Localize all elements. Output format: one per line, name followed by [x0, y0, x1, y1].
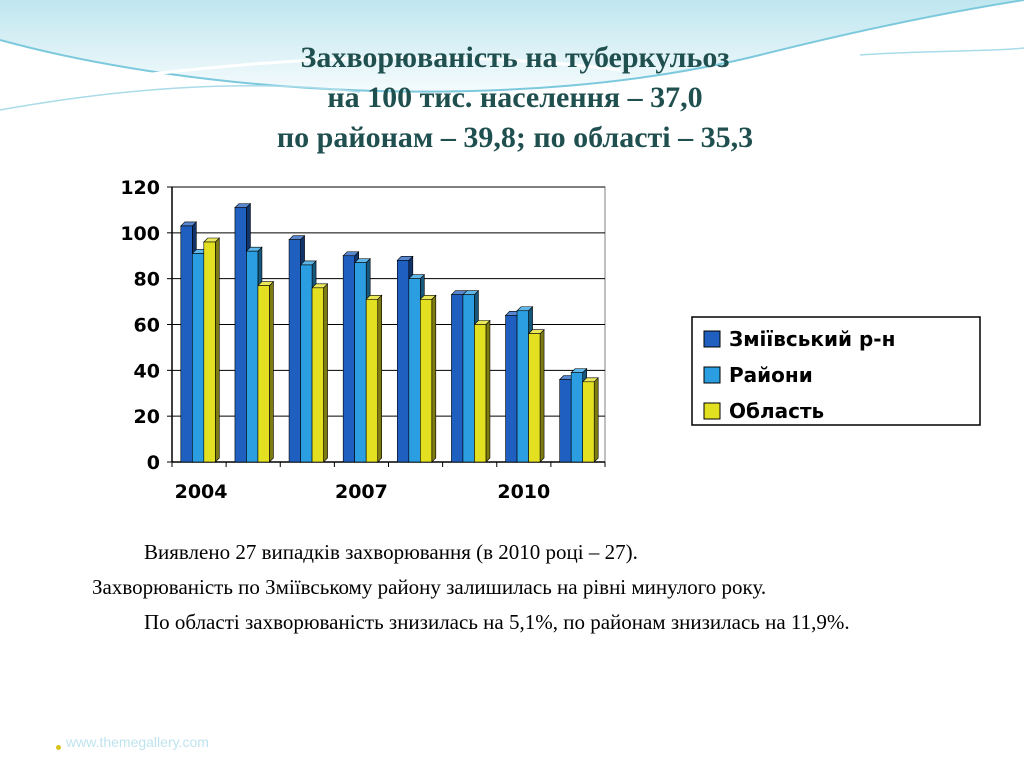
- bar: [527, 328, 545, 463]
- bar-side: [431, 294, 437, 463]
- title-line: Захворюваність на туберкульоз: [300, 41, 730, 74]
- y-tick-label: 100: [120, 223, 160, 245]
- slide-title: Захворюваність на туберкульоз на 100 тис…: [150, 38, 880, 158]
- legend-label: Райони: [729, 363, 813, 387]
- bar-front: [354, 262, 367, 463]
- bar-front: [300, 264, 313, 463]
- bar: [203, 237, 221, 463]
- bullet-icon: [56, 745, 61, 750]
- legend-swatch: [703, 366, 721, 384]
- legend-swatch: [703, 402, 721, 420]
- bar-front: [234, 207, 247, 463]
- bar-side: [215, 237, 220, 463]
- x-tick-label: 2010: [497, 481, 550, 503]
- bar-front: [192, 253, 205, 463]
- bar: [419, 294, 437, 463]
- bar: [473, 319, 491, 463]
- legend-swatch: [703, 330, 721, 348]
- bar-front: [505, 315, 518, 463]
- bar-front: [180, 225, 193, 463]
- bar-chart: 0 20 40 60 80 100 120 2004 2007 2010 Зміївський р-…: [120, 177, 981, 503]
- y-tick-label: 40: [134, 360, 160, 382]
- bar: [365, 294, 383, 463]
- footer: www.themegallery.com: [46, 722, 286, 758]
- y-tick-label: 120: [120, 177, 160, 199]
- bar-front: [288, 239, 301, 463]
- bar-side: [539, 328, 545, 463]
- legend: [691, 316, 981, 426]
- bar-front: [451, 294, 464, 463]
- y-tick-label: 0: [147, 452, 160, 474]
- bar-side: [269, 280, 274, 463]
- bar-front: [516, 310, 529, 463]
- bar-side: [377, 294, 382, 463]
- paragraph: Виявлено 27 випадків захворювання (в 201…: [144, 540, 638, 564]
- bar-front: [528, 333, 541, 463]
- bar-side: [485, 319, 491, 463]
- bar-front: [474, 324, 487, 463]
- bar: [311, 283, 329, 463]
- bar-front: [203, 241, 216, 463]
- x-tick-label: 2007: [335, 481, 388, 503]
- bar: [581, 377, 599, 463]
- footer-url: www.themegallery.com: [66, 734, 209, 750]
- legend-label: Область: [729, 399, 824, 423]
- body-text: Виявлено 27 випадків захворювання (в 201…: [92, 538, 962, 643]
- legend-label: Зміївський р-н: [729, 327, 895, 351]
- bar-front: [397, 260, 410, 463]
- bar-front: [311, 287, 324, 463]
- bar-side: [323, 283, 328, 463]
- bar: [257, 280, 275, 463]
- x-tick-label: 2004: [175, 481, 228, 503]
- y-tick-label: 60: [134, 315, 160, 337]
- bar-front: [246, 250, 259, 463]
- bar-front: [582, 381, 595, 463]
- y-tick-label: 80: [134, 269, 160, 291]
- paragraph: Захворюваність по Зміївському району зал…: [92, 575, 767, 599]
- title-line: по районам – 39,8; по області – 35,3: [276, 121, 754, 154]
- bar-front: [257, 285, 270, 463]
- wave-decoration: [0, 0, 1024, 140]
- bar-front: [365, 298, 378, 463]
- bar-front: [342, 255, 355, 463]
- bar-front: [420, 298, 433, 463]
- paragraph: По області захворюваність знизилась на 5…: [144, 610, 850, 634]
- bar-side: [593, 377, 599, 463]
- bar-front: [570, 372, 583, 463]
- bar-front: [462, 294, 475, 463]
- title-line: на 100 тис. населення – 37,0: [327, 81, 703, 114]
- bar-front: [559, 379, 572, 463]
- y-tick-label: 20: [134, 406, 160, 428]
- bar-front: [408, 278, 421, 463]
